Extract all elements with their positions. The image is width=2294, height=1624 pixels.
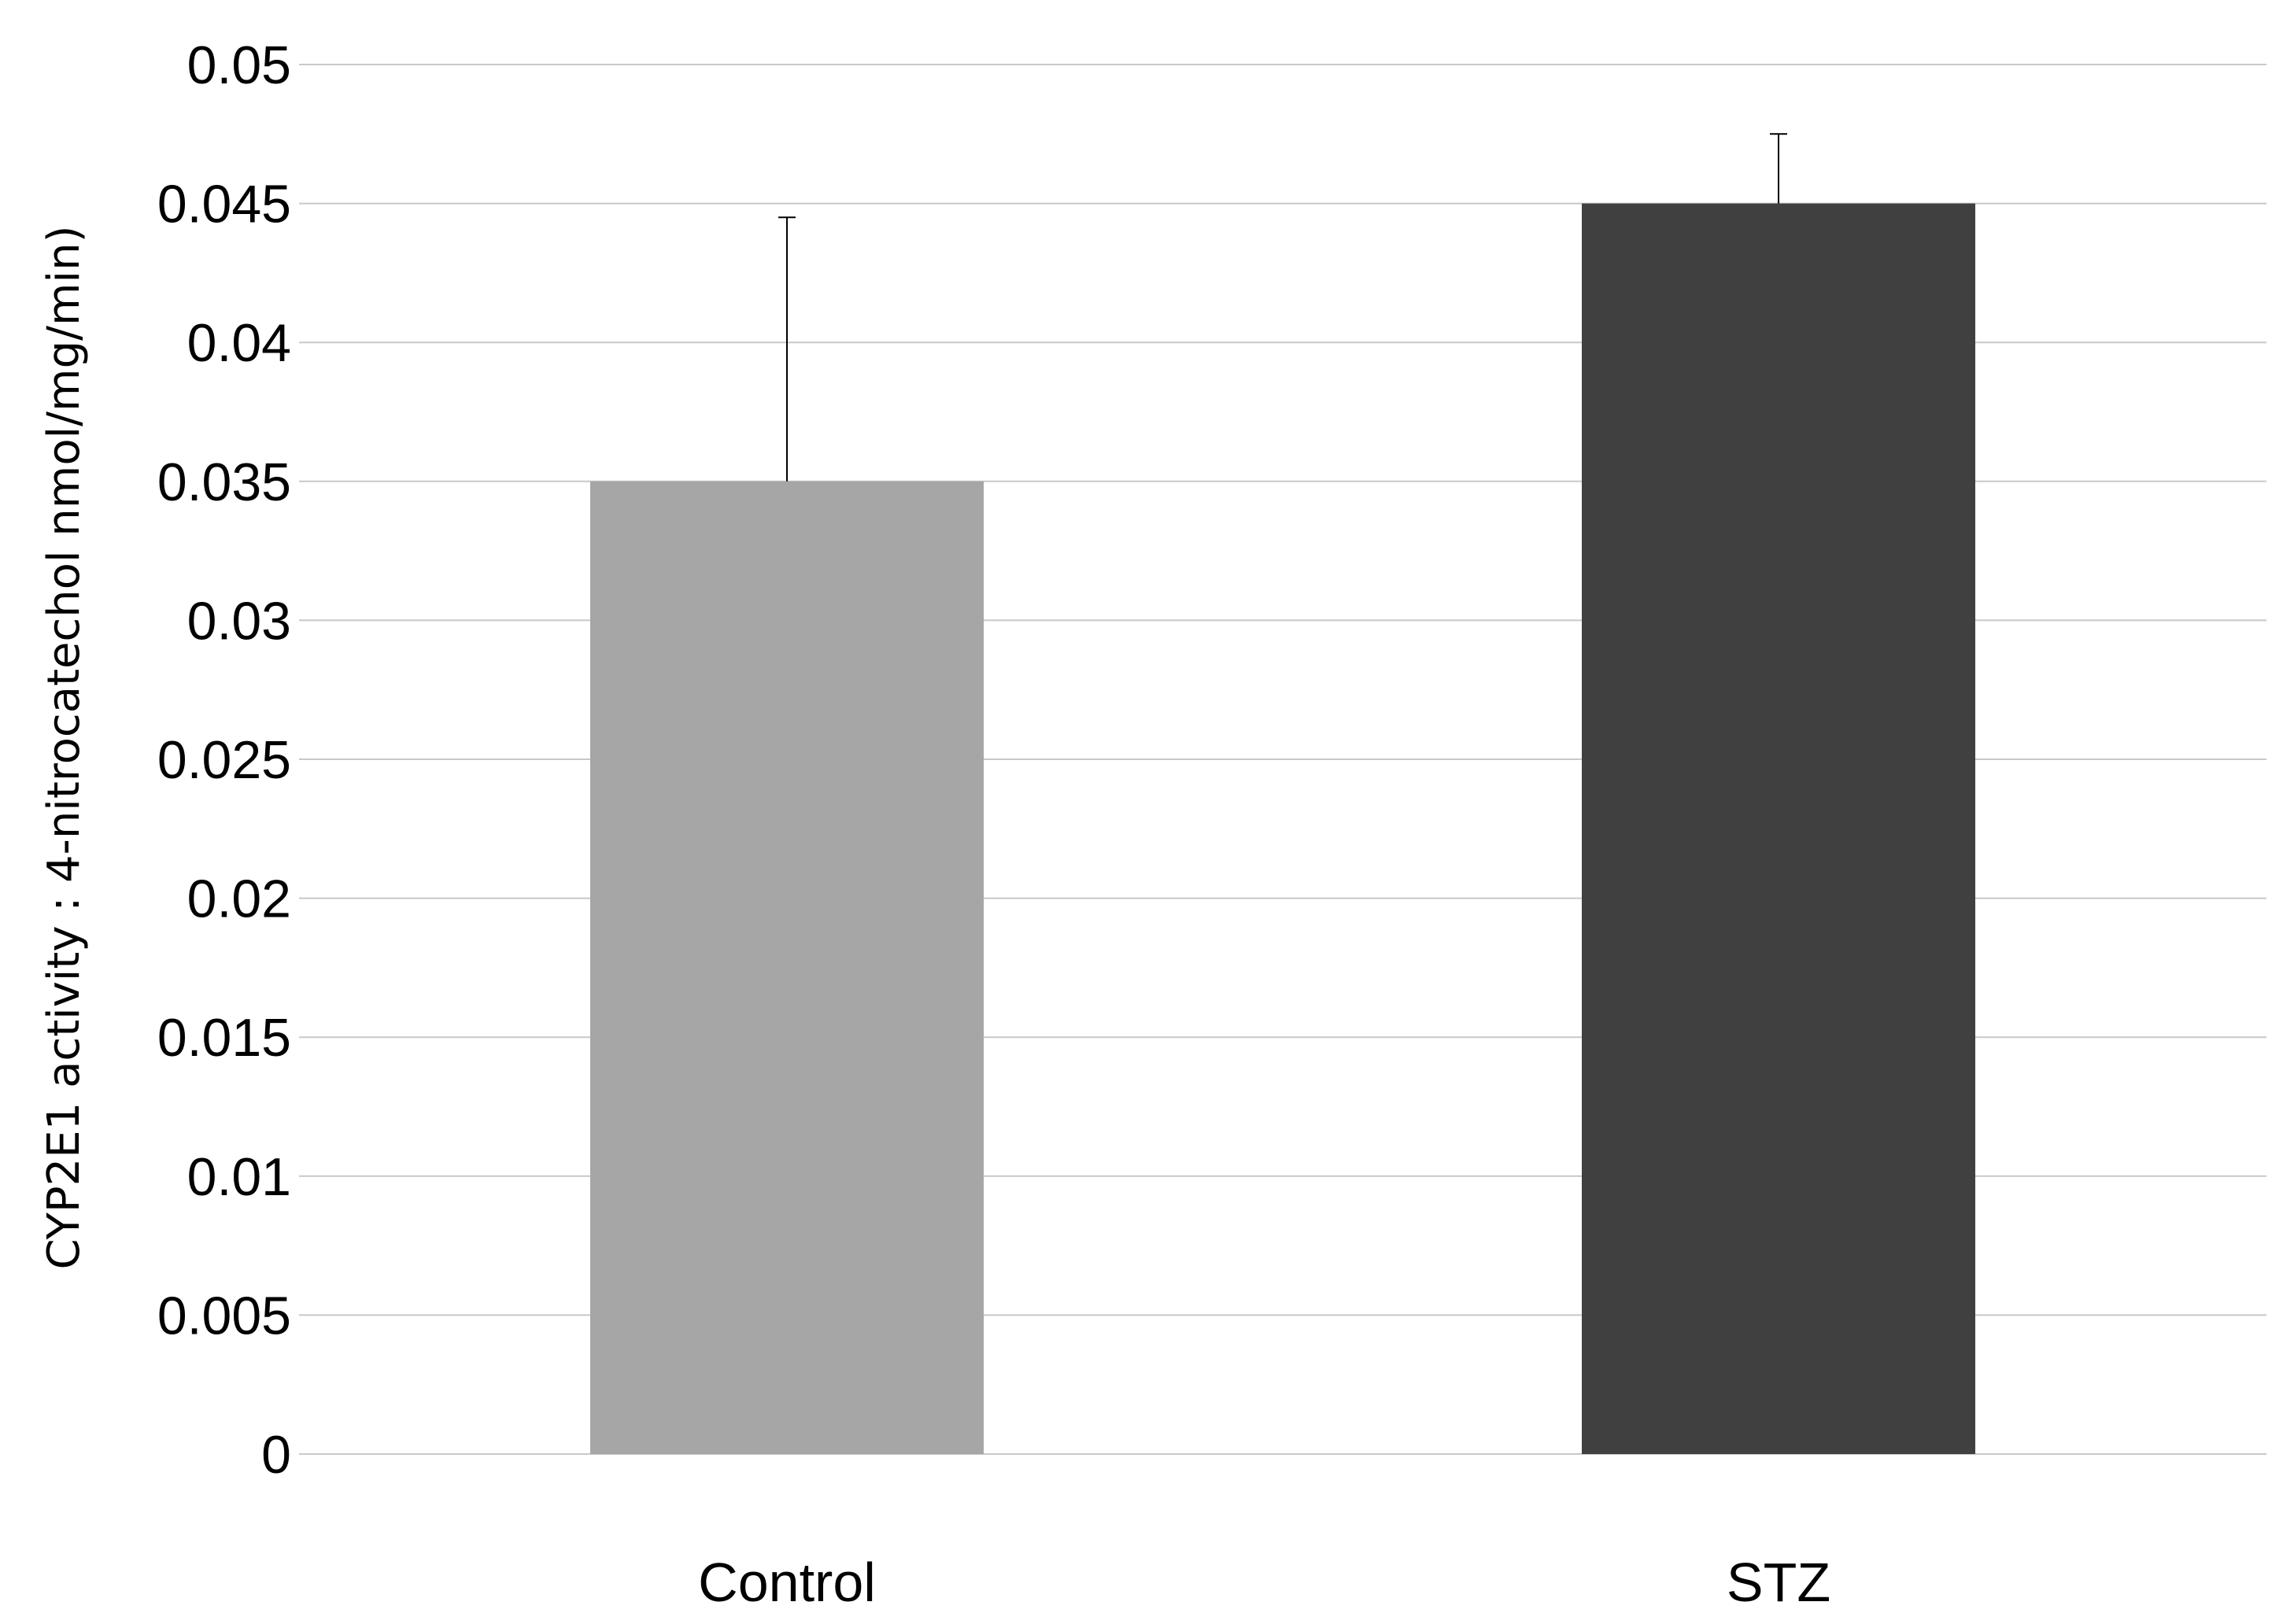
bars [590, 203, 1975, 1455]
y-tick-label: 0.03 [187, 591, 291, 651]
y-tick-label: 0.04 [187, 313, 291, 373]
bar-control [590, 481, 984, 1454]
y-tick-label: 0.025 [157, 730, 291, 790]
y-tick-label: 0.05 [187, 35, 291, 95]
y-tick-label: 0.045 [157, 175, 291, 234]
x-axis-categories: Control STZ [698, 1552, 1830, 1613]
x-category-label: Control [698, 1552, 876, 1613]
error-bars [778, 133, 1787, 482]
y-tick-label: 0.035 [157, 452, 291, 512]
y-axis-label: CYP2E1 activity : 4-nitrocatechol nmol/m… [39, 226, 90, 1270]
y-tick-label: 0 [261, 1425, 291, 1485]
y-tick-label: 0.02 [187, 869, 291, 929]
y-tick-label: 0.01 [187, 1147, 291, 1207]
y-axis-ticks: 0 0.005 0.01 0.015 0.02 0.025 0.03 0.035 0.04 0.0… [157, 35, 291, 1485]
bar-stz [1582, 203, 1975, 1455]
x-category-label: STZ [1727, 1552, 1830, 1613]
y-tick-label: 0.005 [157, 1286, 291, 1345]
y-tick-label: 0.015 [157, 1008, 291, 1068]
